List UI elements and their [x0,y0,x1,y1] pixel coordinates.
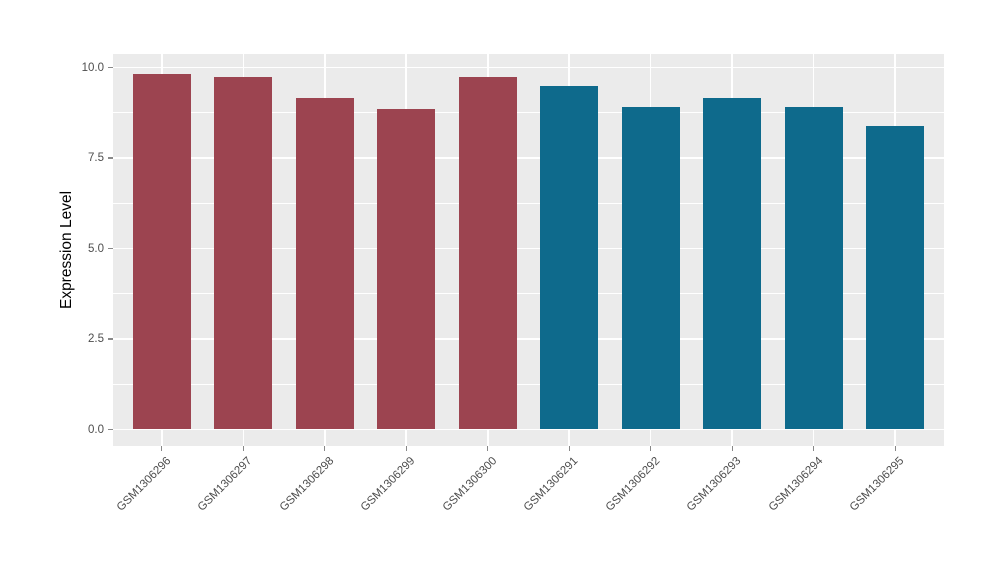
bar [377,109,436,430]
x-tick-label: GSM1306294 [766,455,826,514]
bar [784,107,843,430]
bar [295,97,354,430]
bar [703,98,762,430]
bar [214,77,273,430]
h-gridline-minor [113,293,944,295]
bar [621,106,680,430]
y-tick-label: 10.0 [81,61,104,74]
x-tick-label: GSM1306292 [603,455,663,514]
y-tick-mark [108,66,113,69]
x-tick-mark [813,446,815,451]
h-gridline-minor [113,383,944,385]
x-tick-label: GSM1306297 [196,455,255,514]
x-tick-label: GSM1306291 [522,455,581,514]
y-tick-label: 5.0 [88,242,104,255]
x-tick-mark [894,446,896,451]
y-tick-label: 2.5 [88,333,104,345]
h-gridline-minor [113,202,944,204]
y-tick-label: 0.0 [88,423,104,436]
y-tick-label: 7.5 [88,152,104,164]
y-tick-mark [108,247,113,250]
x-tick-label: GSM1306296 [114,455,174,514]
x-tick-mark [161,446,163,451]
bar [458,76,517,430]
h-gridline-major [113,66,944,69]
bar [540,86,599,430]
y-tick-mark [108,428,113,431]
bar [866,126,925,430]
h-gridline-minor [113,112,944,114]
x-tick-mark [405,446,407,451]
x-tick-label: GSM1306299 [359,455,418,514]
h-gridline-major [113,338,944,340]
y-tick-mark [108,338,113,340]
x-tick-mark [650,446,652,451]
x-tick-mark [324,446,326,451]
plot-panel [113,54,944,446]
x-tick-mark [487,446,489,451]
y-tick-mark [108,157,113,159]
x-tick-label: GSM1306298 [277,455,337,514]
h-gridline-major [113,157,944,159]
x-tick-mark [568,446,570,451]
x-tick-label: GSM1306295 [847,455,907,514]
x-tick-mark [731,446,733,451]
x-tick-label: GSM1306300 [440,455,500,514]
x-tick-label: GSM1306293 [684,455,744,514]
h-gridline-major [113,428,944,431]
x-tick-mark [242,446,244,451]
bar [132,73,191,430]
h-gridline-major [113,247,944,250]
